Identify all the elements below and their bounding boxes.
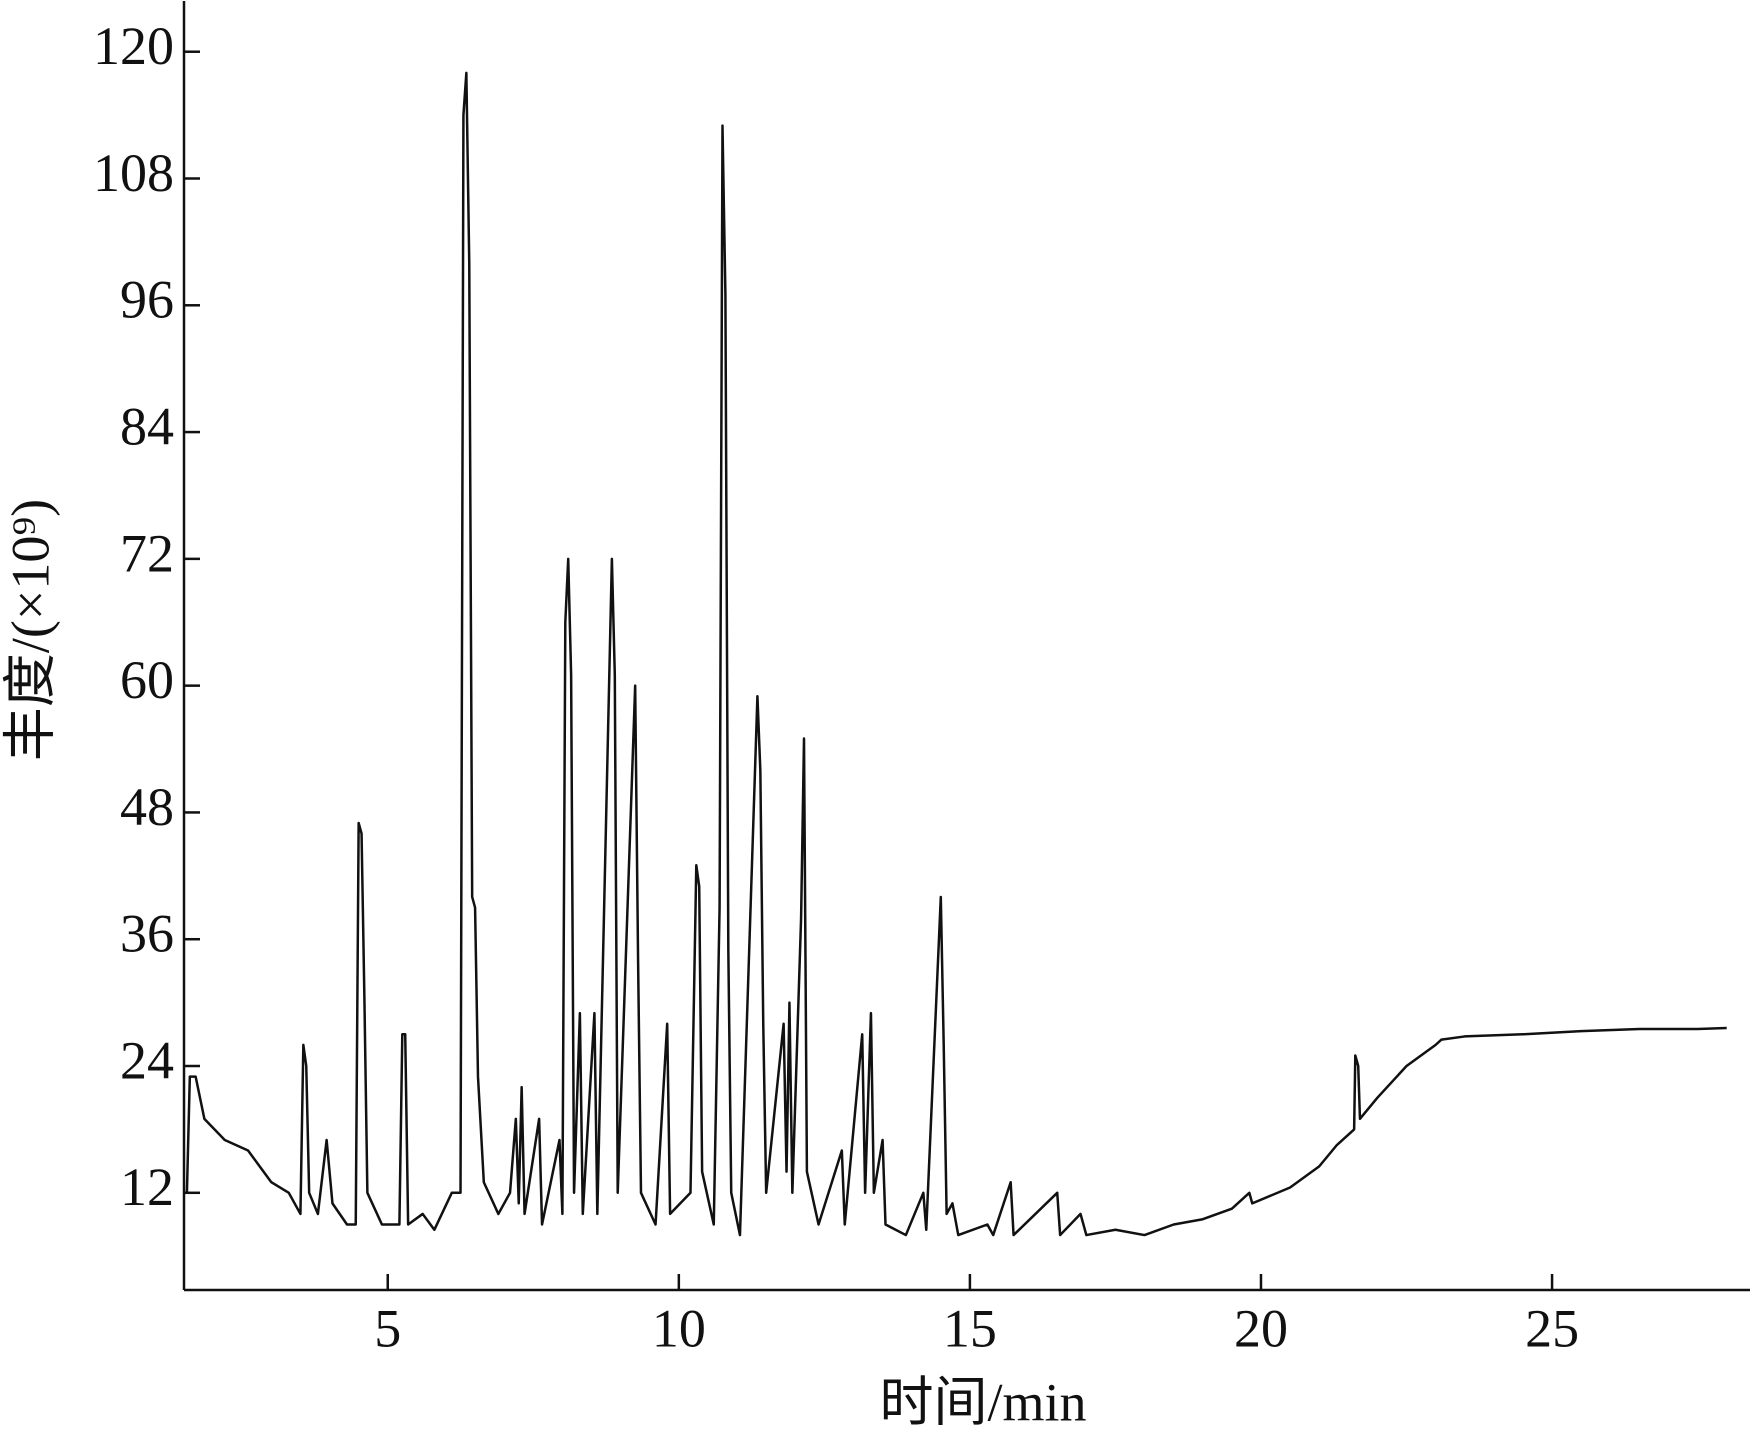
y-tick-label: 12 xyxy=(120,1157,174,1217)
y-axis-label: 丰度/(×10⁹) xyxy=(0,499,60,761)
y-tick-label: 108 xyxy=(93,143,174,203)
y-tick-label: 48 xyxy=(120,777,174,837)
y-tick-label: 60 xyxy=(120,650,174,710)
y-tick-label: 84 xyxy=(120,396,174,456)
x-tick-label: 20 xyxy=(1234,1298,1288,1358)
y-tick-label: 24 xyxy=(120,1030,174,1090)
y-tick-label: 36 xyxy=(120,904,174,964)
y-tick-label: 120 xyxy=(93,16,174,76)
y-tick-label: 96 xyxy=(120,270,174,330)
x-tick-label: 10 xyxy=(652,1298,706,1358)
x-tick-label: 15 xyxy=(943,1298,997,1358)
chromatogram-line xyxy=(185,71,1727,1237)
x-tick-label: 25 xyxy=(1525,1298,1579,1358)
x-axis-label: 时间/min xyxy=(879,1372,1086,1432)
y-tick-label: 72 xyxy=(120,523,174,583)
x-tick-label: 5 xyxy=(374,1298,401,1358)
